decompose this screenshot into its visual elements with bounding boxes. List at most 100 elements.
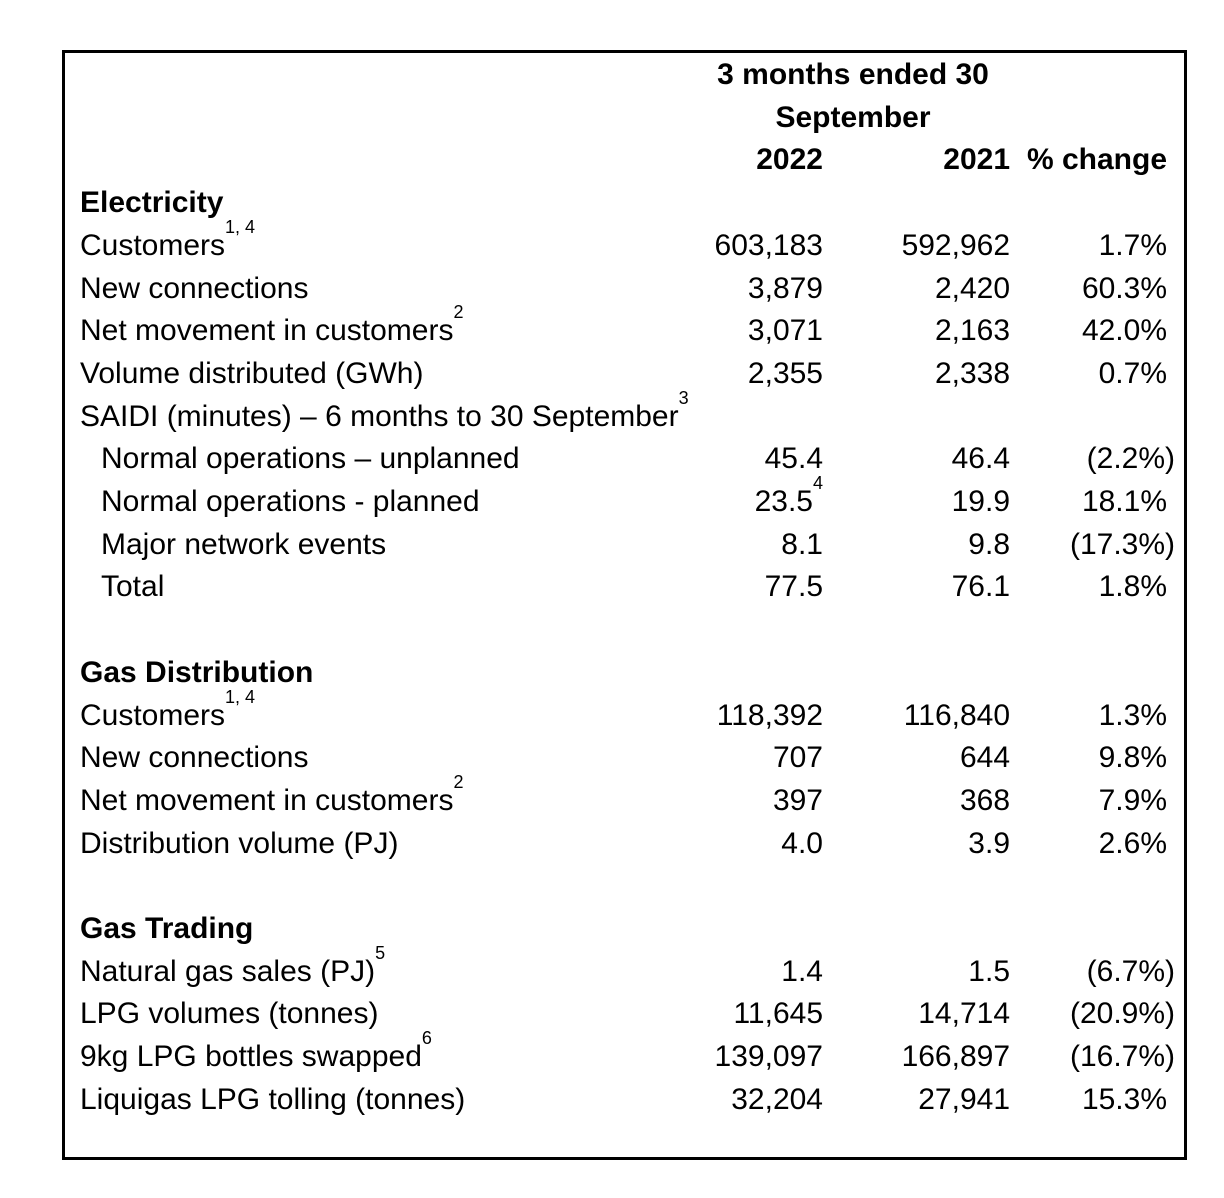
footnote-marker: 6 [421, 1028, 432, 1049]
value-2022: 32,204 [731, 1082, 823, 1116]
value-2021-cell: 76.1 [823, 566, 1010, 609]
value-2021: 76.1 [951, 570, 1011, 604]
empty-cell [823, 652, 1010, 695]
value-2022: 3,071 [747, 314, 823, 348]
row-label-cell: Liquigas LPG tolling (tonnes) [80, 1079, 637, 1122]
empty-cell [637, 182, 823, 225]
row-label: Net movement in customers [80, 314, 454, 348]
value-2021: 1.5 [968, 954, 1011, 988]
row-label-cell: Normal operations - planned [80, 481, 637, 524]
row-label-cell: SAIDI (minutes) – 6 months to 30 Septemb… [80, 389, 689, 439]
value-percent-change-cell: 7.9% [1010, 780, 1167, 823]
section-title-row: Gas Trading [80, 908, 1167, 951]
value-2022: 397 [772, 783, 823, 817]
value-2022: 603,183 [714, 228, 823, 262]
row-label-cell: New connections [80, 268, 637, 311]
row-label-cell: Major network events [80, 524, 637, 567]
footnote-marker: 2 [453, 302, 464, 323]
period-header-line1: 3 months ended 30 [717, 58, 989, 91]
row-label: SAIDI (minutes) – 6 months to 30 Septemb… [80, 399, 679, 433]
section-title-row: Gas Distribution [80, 652, 1167, 695]
table-row: Customers1, 4 603,183 592,962 1.7% [80, 218, 1168, 268]
row-label: Normal operations – unplanned [101, 442, 520, 476]
value-2021-cell: 368 [823, 780, 1010, 823]
section-title: Electricity [80, 186, 224, 220]
value-percent-change-cell: 1.3% [1010, 695, 1167, 738]
value-2022: 11,645 [733, 997, 823, 1031]
value-2022: 23.5 [754, 485, 813, 519]
value-2022-cell: 11,645 [637, 993, 823, 1036]
value-percent-change: 7.9% [1098, 783, 1168, 817]
value-percent-change: 1.7% [1098, 228, 1168, 262]
row-label-cell: Distribution volume (PJ) [80, 823, 637, 866]
value-2021-cell: 1.5 [823, 951, 1010, 994]
row-label-cell: Net movement in customers2 [80, 773, 637, 823]
empty-cell [80, 139, 637, 182]
value-2021: 46.4 [951, 442, 1011, 476]
value-percent-change: 9.8% [1098, 741, 1168, 775]
value-2021: 27,941 [918, 1082, 1011, 1116]
value-2022-cell: 3,879 [637, 268, 823, 311]
value-percent-change-cell: (16.7%) [1010, 1036, 1175, 1079]
row-label: Major network events [101, 527, 387, 561]
footnote-marker: 3 [678, 387, 689, 408]
value-percent-change-cell: 18.1% [1010, 481, 1167, 524]
value-percent-change: (6.7%) [1086, 954, 1176, 988]
footnote-marker: 2 [453, 771, 464, 792]
table-row: LPG volumes (tonnes) 11,645 14,714 (20.9%) [80, 993, 1175, 1036]
value-2022: 45.4 [764, 442, 823, 476]
value-percent-change: (17.3%) [1069, 527, 1176, 561]
row-label: Distribution volume (PJ) [80, 826, 399, 860]
value-2021-cell [823, 396, 1010, 439]
table-row: Net movement in customers2 3,071 2,163 42.0… [80, 303, 1167, 353]
section-title: Gas Distribution [80, 655, 314, 689]
value-percent-change: 42.0% [1081, 314, 1168, 348]
empty-cell [1010, 652, 1167, 695]
value-percent-change-cell [1010, 396, 1167, 439]
value-2021-cell: 2,338 [823, 353, 1010, 396]
value-2022: 139,097 [714, 1040, 823, 1074]
value-percent-change: 60.3% [1081, 271, 1168, 305]
table-row: SAIDI (minutes) – 6 months to 30 Septemb… [80, 389, 1167, 439]
empty-cell [80, 54, 637, 97]
value-2021-cell: 2,163 [823, 310, 1010, 353]
row-label: Liquigas LPG tolling (tonnes) [80, 1082, 466, 1116]
value-percent-change: 0.7% [1098, 356, 1168, 390]
value-percent-change: (20.9%) [1069, 997, 1176, 1031]
row-label-cell: Natural gas sales (PJ)5 [80, 944, 637, 994]
empty-cell [823, 908, 1010, 951]
table-row: New connections 3,879 2,420 60.3% [80, 268, 1167, 311]
value-2021: 2,420 [934, 271, 1011, 305]
row-label: Normal operations - planned [101, 485, 480, 519]
period-header-row-1: 3 months ended 30 [80, 54, 1167, 97]
value-percent-change-cell: 42.0% [1010, 310, 1167, 353]
value-2021: 19.9 [951, 485, 1011, 519]
value-2022-cell: 139,097 [637, 1036, 823, 1079]
column-header-row: 2022 2021 % change [80, 139, 1167, 182]
value-2022-cell: 3,071 [637, 310, 823, 353]
table-row: Customers1, 4 118,392 116,840 1.3% [80, 688, 1167, 738]
value-2021-cell: 9.8 [823, 524, 1010, 567]
value-2021-cell: 644 [823, 737, 1010, 780]
value-2021: 368 [959, 783, 1011, 817]
value-2021: 14,714 [918, 997, 1011, 1031]
row-label: Customers [80, 698, 226, 732]
footnote-marker: 1, 4 [225, 686, 256, 707]
empty-cell [1010, 908, 1167, 951]
value-2021: 9.8 [968, 527, 1011, 561]
empty-cell [1010, 182, 1167, 225]
value-2022-cell: 77.5 [637, 566, 823, 609]
table-body: Electricity Customers1, 4 603,183 592,962 1.… [80, 182, 1175, 1122]
value-2022: 3,879 [747, 271, 823, 305]
empty-cell [637, 652, 823, 695]
value-percent-change: (16.7%) [1069, 1040, 1176, 1074]
value-2021-cell: 19.9 [823, 481, 1010, 524]
row-label: Net movement in customers [80, 783, 454, 817]
value-percent-change-cell: 1.8% [1010, 566, 1167, 609]
value-2021: 644 [959, 741, 1011, 775]
column-header-2022: 2022 [756, 143, 823, 177]
value-percent-change: 15.3% [1081, 1082, 1168, 1116]
stats-table: 3 months ended 30 September 2022 2021 % … [80, 54, 1175, 1122]
value-2021: 592,962 [901, 228, 1011, 262]
table-row: Volume distributed (GWh) 2,355 2,338 0.7% [80, 353, 1167, 396]
